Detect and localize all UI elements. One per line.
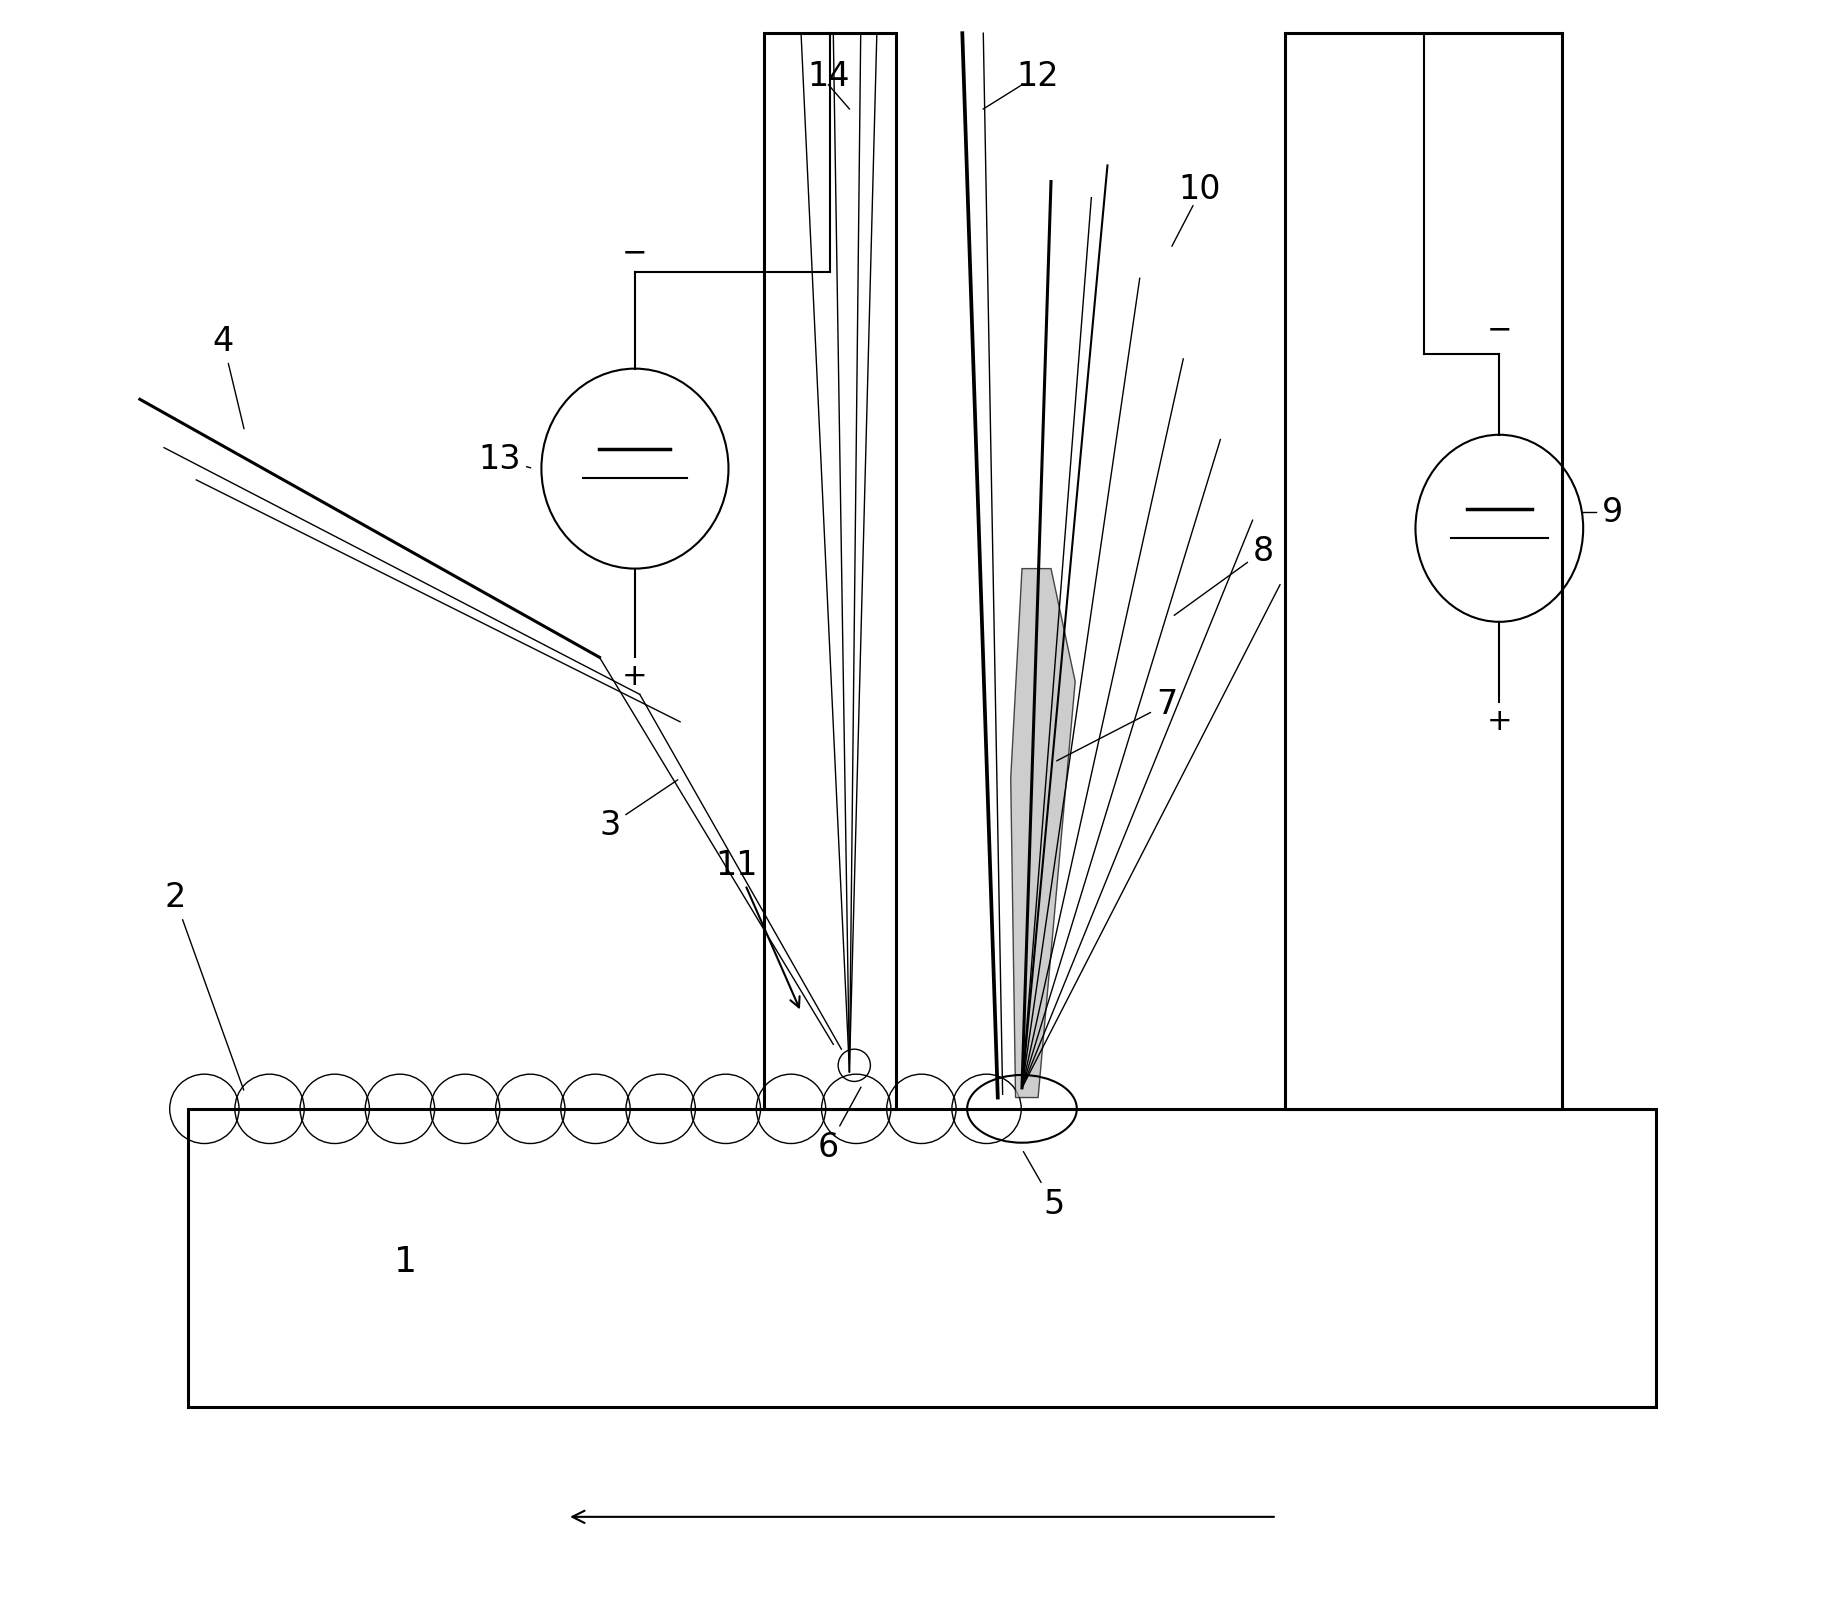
- Bar: [763, 32, 896, 1109]
- Text: 10: 10: [1178, 173, 1221, 206]
- Text: 14: 14: [808, 60, 850, 94]
- Text: +: +: [1486, 707, 1512, 736]
- Text: 1: 1: [395, 1245, 417, 1279]
- Text: 2: 2: [164, 882, 243, 1089]
- Text: 5: 5: [1023, 1151, 1064, 1221]
- Text: 4: 4: [212, 324, 243, 430]
- Text: 6: 6: [817, 1088, 861, 1164]
- Text: −: −: [621, 238, 647, 267]
- Text: 9: 9: [1602, 496, 1623, 528]
- Text: +: +: [621, 661, 647, 691]
- Text: 7: 7: [1057, 687, 1176, 760]
- Text: 8: 8: [1175, 535, 1274, 616]
- Text: 11: 11: [715, 849, 800, 1007]
- Text: 12: 12: [1016, 60, 1060, 94]
- Text: 13: 13: [478, 443, 531, 475]
- Bar: [188, 1109, 1656, 1407]
- Text: 3: 3: [599, 780, 679, 841]
- Polygon shape: [1011, 569, 1075, 1097]
- Text: −: −: [1486, 316, 1512, 344]
- Bar: [1285, 32, 1562, 1109]
